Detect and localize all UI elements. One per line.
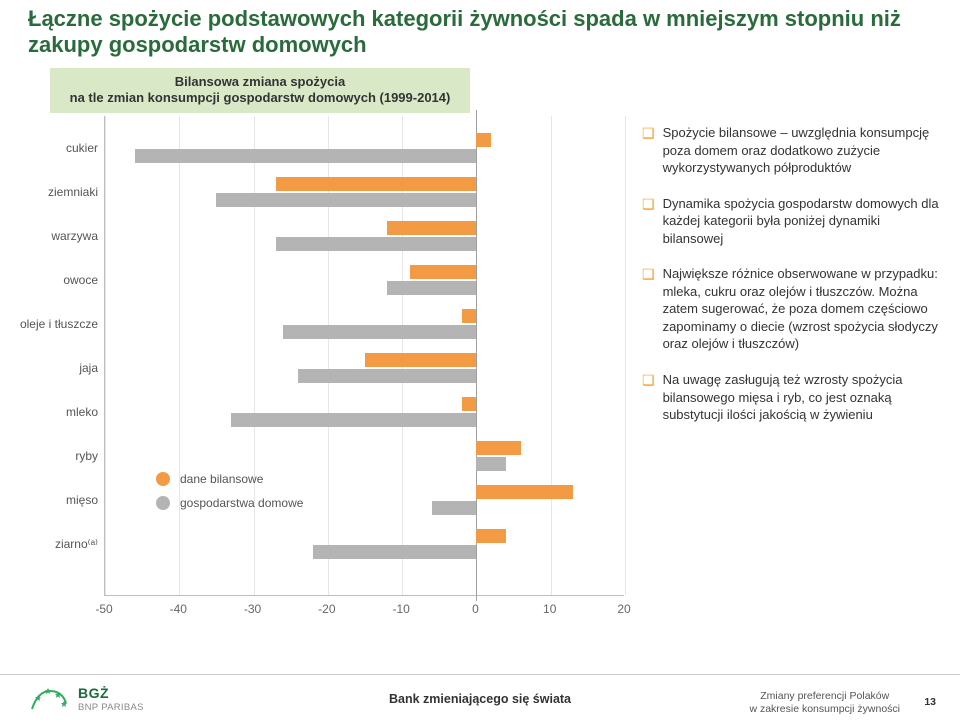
bar — [476, 457, 506, 471]
logo-sub-text: BNP PARIBAS — [78, 702, 144, 713]
chart-subtitle-line1: Bilansowa zmiana spożycia — [58, 74, 462, 90]
bar — [387, 281, 476, 295]
bar — [462, 309, 477, 323]
legend-dot-icon — [156, 472, 170, 486]
x-tick: 20 — [617, 602, 630, 616]
chart-subtitle-line2: na tle zmian konsumpcji gospodarstw domo… — [58, 90, 462, 106]
bullet-mark-icon: ❑ — [642, 265, 655, 353]
bullet-item: ❑Na uwagę zasługują też wzrosty spożycia… — [642, 371, 942, 424]
bullet-text: Największe różnice obserwowane w przypad… — [663, 265, 942, 353]
bar — [231, 413, 476, 427]
bullet-mark-icon: ❑ — [642, 371, 655, 424]
bar — [462, 397, 477, 411]
bar — [476, 529, 506, 543]
logo-stars-icon — [28, 685, 70, 713]
footer-tagline: Bank zmieniającego się świata — [389, 692, 571, 706]
bar — [276, 237, 477, 251]
y-axis-label: jaja — [79, 361, 98, 375]
y-axis-label: ryby — [75, 449, 98, 463]
bar — [276, 177, 477, 191]
footer: BGŻ BNP PARIBAS Bank zmieniającego się ś… — [0, 674, 960, 722]
y-axis-label: oleje i tłuszcze — [20, 317, 98, 331]
bar — [298, 369, 476, 383]
bar — [313, 545, 476, 559]
chart-subtitle: Bilansowa zmiana spożycia na tle zmian k… — [50, 68, 470, 113]
legend-item: gospodarstwa domowe — [156, 496, 303, 510]
x-tick: -40 — [170, 602, 187, 616]
y-axis-label: mięso — [66, 493, 98, 507]
page-title: Łączne spożycie podstawowych kategorii ż… — [28, 6, 940, 59]
page-number: 13 — [924, 696, 936, 708]
footer-note-line1: Zmiany preferencji Polaków — [749, 690, 900, 703]
bar — [476, 133, 491, 147]
plot-area — [104, 116, 624, 596]
x-tick: -10 — [392, 602, 409, 616]
x-tick: 0 — [472, 602, 479, 616]
bullet-text: Spożycie bilansowe – uwzględnia konsumpc… — [663, 124, 942, 177]
bar — [432, 501, 477, 515]
bullet-list: ❑Spożycie bilansowe – uwzględnia konsump… — [642, 124, 942, 442]
legend-dot-icon — [156, 496, 170, 510]
y-axis-label: owoce — [63, 273, 98, 287]
footer-note: Zmiany preferencji Polaków w zakresie ko… — [749, 690, 900, 716]
bar — [365, 353, 476, 367]
y-axis-label: cukier — [66, 141, 98, 155]
bar — [283, 325, 476, 339]
y-axis-labels: cukier ziemniaki warzywa owoce oleje i tłusz… — [14, 116, 104, 596]
legend-label: gospodarstwa domowe — [180, 496, 303, 510]
bullet-item: ❑Dynamika spożycia gospodarstw domowych … — [642, 195, 942, 248]
bullet-mark-icon: ❑ — [642, 195, 655, 248]
bullet-item: ❑Największe różnice obserwowane w przypa… — [642, 265, 942, 353]
bar — [135, 149, 477, 163]
logo-main-text: BGŻ — [78, 685, 144, 701]
bar — [476, 441, 521, 455]
footer-note-line2: w zakresie konsumpcji żywności — [749, 703, 900, 716]
bullet-text: Na uwagę zasługują też wzrosty spożycia … — [663, 371, 942, 424]
logo: BGŻ BNP PARIBAS — [28, 685, 144, 713]
y-axis-label: ziemniaki — [48, 185, 98, 199]
bar — [216, 193, 476, 207]
x-tick: -50 — [95, 602, 112, 616]
bar — [410, 265, 477, 279]
bullet-text: Dynamika spożycia gospodarstw domowych d… — [663, 195, 942, 248]
bar — [387, 221, 476, 235]
y-axis-label: warzywa — [51, 229, 98, 243]
y-axis-label: mleko — [66, 405, 98, 419]
legend-label: dane bilansowe — [180, 472, 263, 486]
logo-text-block: BGŻ BNP PARIBAS — [78, 685, 144, 713]
bullet-item: ❑Spożycie bilansowe – uwzględnia konsump… — [642, 124, 942, 177]
x-tick: -30 — [244, 602, 261, 616]
bullet-mark-icon: ❑ — [642, 124, 655, 177]
x-tick: -20 — [318, 602, 335, 616]
chart-legend: dane bilansowe gospodarstwa domowe — [156, 472, 303, 520]
bar — [476, 485, 573, 499]
x-tick: 10 — [543, 602, 556, 616]
legend-item: dane bilansowe — [156, 472, 303, 486]
y-axis-label: ziarno⁽ᵃ⁾ — [55, 537, 98, 551]
